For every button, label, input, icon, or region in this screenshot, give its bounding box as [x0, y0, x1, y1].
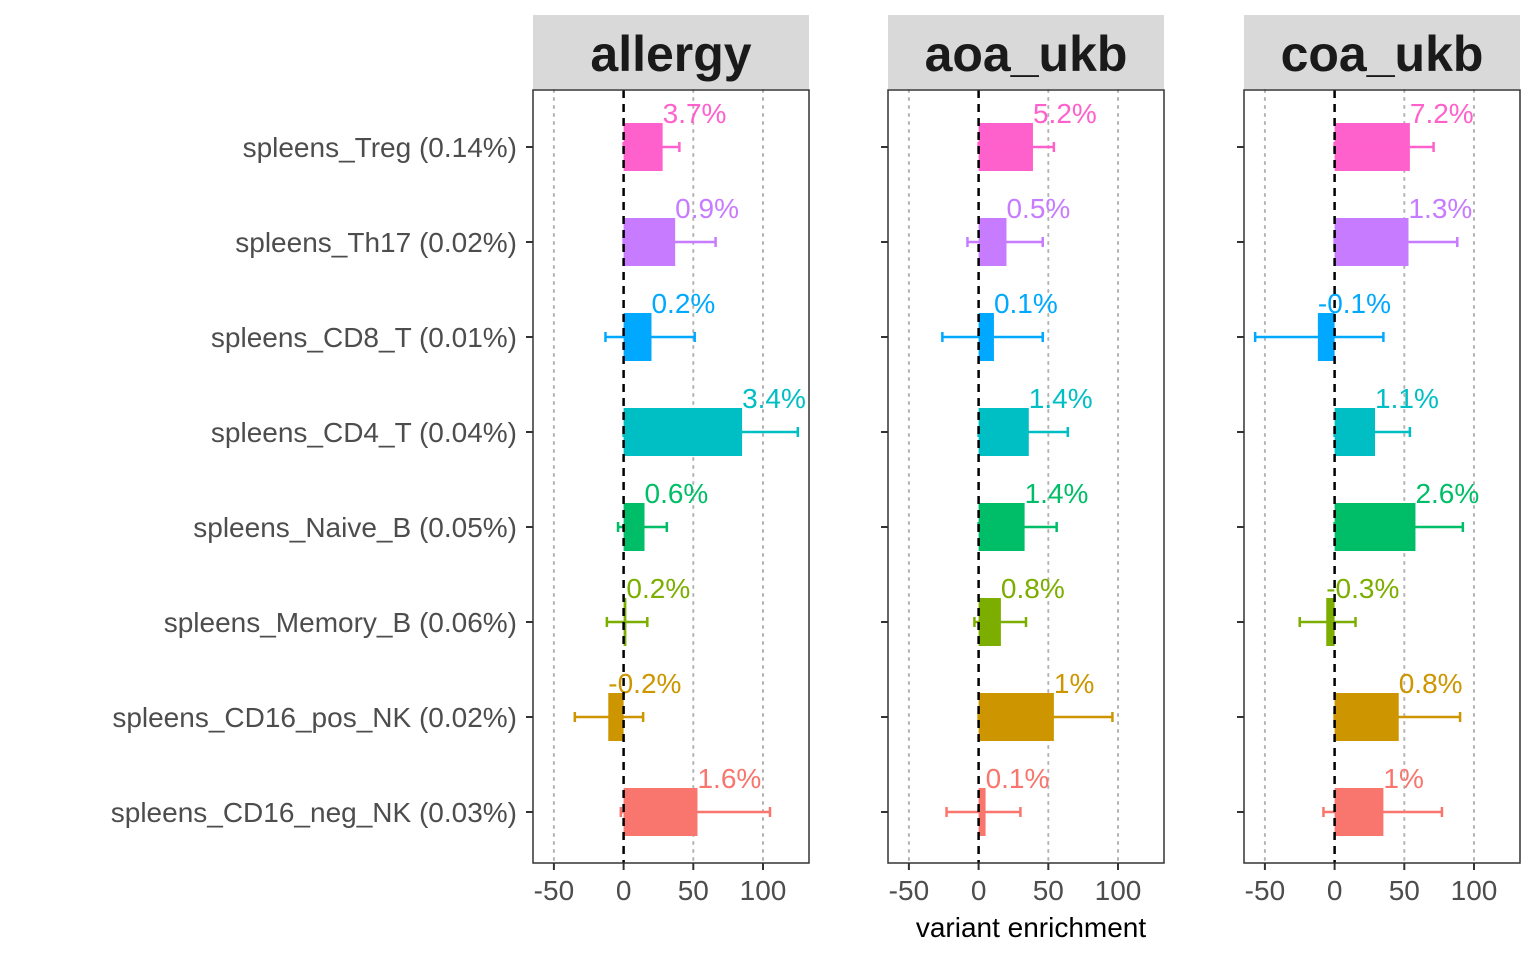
facet-title: coa_ukb	[1281, 26, 1484, 82]
data-label: 0.1%	[994, 288, 1058, 319]
x-tick-label: 100	[740, 875, 787, 906]
panel-allergy: allergy 3.7% 0.9% 0.2% 3.4% 0.6% 0.2% -0.2% 1.6%…	[526, 15, 810, 906]
data-label: 0.8%	[1399, 668, 1463, 699]
x-tick-label: -50	[1245, 875, 1285, 906]
facet-strip	[888, 15, 1164, 89]
y-tick-label: spleens_CD8_T (0.01%)	[211, 322, 517, 353]
x-tick-label: 50	[678, 875, 709, 906]
data-label: 0.1%	[986, 763, 1050, 794]
data-label: 3.7%	[663, 98, 727, 129]
y-tick-label: spleens_Memory_B (0.06%)	[164, 607, 517, 638]
data-label: 0.2%	[626, 573, 690, 604]
x-tick-label: -50	[534, 875, 574, 906]
y-tick-label: spleens_CD16_pos_NK (0.02%)	[112, 702, 517, 733]
y-tick-label: spleens_CD4_T (0.04%)	[211, 417, 517, 448]
y-axis-labels: spleens_Treg (0.14%) spleens_Th17 (0.02%)…	[111, 132, 517, 828]
x-tick-label: 0	[1327, 875, 1343, 906]
facet-strip	[533, 15, 809, 89]
data-label: 0.5%	[1006, 193, 1070, 224]
panel-border	[532, 89, 810, 864]
x-tick-label: 50	[1033, 875, 1064, 906]
data-label: 1.4%	[1029, 383, 1093, 414]
data-label: 1.3%	[1408, 193, 1472, 224]
data-label: 0.8%	[1001, 573, 1065, 604]
data-label: 1%	[1054, 668, 1094, 699]
panel-aoa_ukb: aoa_ukb 5.2% 0.5% 0.1% 1.4% 1.4% 0.8% 1% 0.1% -50…	[881, 15, 1165, 906]
data-label: 0.9%	[675, 193, 739, 224]
data-label: 1%	[1383, 763, 1423, 794]
facet-title: allergy	[590, 26, 751, 82]
data-label: -0.3%	[1326, 573, 1399, 604]
panel-border	[1243, 89, 1521, 864]
x-tick-label: 100	[1451, 875, 1498, 906]
x-tick-label: 100	[1095, 875, 1142, 906]
data-label: 3.4%	[742, 383, 806, 414]
data-label: -0.1%	[1318, 288, 1391, 319]
data-label: 1.1%	[1375, 383, 1439, 414]
y-tick-label: spleens_Naive_B (0.05%)	[193, 512, 517, 543]
data-label: 1.6%	[697, 763, 761, 794]
data-label: 2.6%	[1415, 478, 1479, 509]
y-tick-label: spleens_Th17 (0.02%)	[235, 227, 517, 258]
chart-panels: allergy 3.7% 0.9% 0.2% 3.4% 0.6% 0.2% -0.2% 1.6%…	[526, 15, 1521, 906]
facet-title: aoa_ukb	[925, 26, 1128, 82]
data-label: 7.2%	[1410, 98, 1474, 129]
x-tick-label: 0	[971, 875, 987, 906]
data-label: -0.2%	[608, 668, 681, 699]
panel-border	[887, 89, 1165, 864]
facet-strip	[1244, 15, 1520, 89]
x-tick-label: -50	[889, 875, 929, 906]
panel-coa_ukb: coa_ukb 7.2% 1.3% -0.1% 1.1% 2.6% -0.3% 0.8% 1% -…	[1237, 15, 1521, 906]
y-tick-label: spleens_CD16_neg_NK (0.03%)	[111, 797, 517, 828]
x-tick-label: 0	[616, 875, 632, 906]
data-label: 5.2%	[1033, 98, 1097, 129]
data-label: 0.6%	[645, 478, 709, 509]
x-axis-title: variant enrichment	[916, 912, 1147, 943]
y-tick-label: spleens_Treg (0.14%)	[243, 132, 517, 163]
x-tick-label: 50	[1389, 875, 1420, 906]
data-label: 0.2%	[651, 288, 715, 319]
data-label: 1.4%	[1025, 478, 1089, 509]
